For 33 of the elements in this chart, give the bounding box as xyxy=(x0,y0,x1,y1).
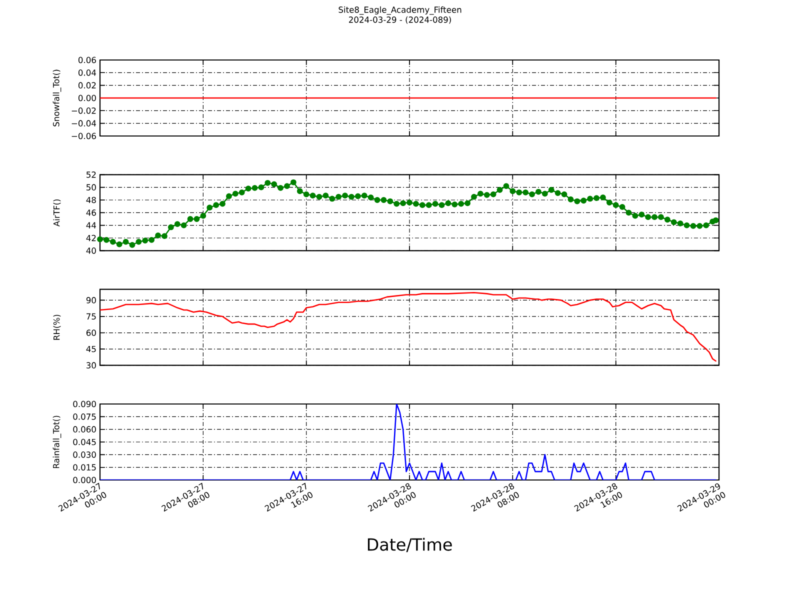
y-tick-label: 0.000 xyxy=(73,476,96,484)
y-tick-label: 0.00 xyxy=(78,94,96,102)
y-axis-title: Rainfall_Tot() xyxy=(52,416,62,468)
y-tick-label: 30 xyxy=(86,362,96,368)
y-axis-title: Snowfall_Tot() xyxy=(52,70,62,126)
y-tick-label: 48 xyxy=(86,196,96,204)
y-tick-label: 0.02 xyxy=(78,82,96,88)
y-tick-label: 60 xyxy=(86,330,96,336)
y-axis-title: RH(%) xyxy=(53,314,61,340)
y-tick-label: −0.02 xyxy=(72,108,96,114)
y-axis-title: AirTF() xyxy=(53,199,61,227)
y-tick-label: 90 xyxy=(86,297,96,304)
y-tick-label: 0.04 xyxy=(78,70,96,76)
y-tick-label: 40 xyxy=(86,248,96,254)
chart-subtitle: 2024-03-29 - (2024-089) xyxy=(348,16,451,24)
y-tick-label: 0.06 xyxy=(78,56,96,64)
y-tick-label: 0.045 xyxy=(73,438,96,446)
y-tick-label: −0.06 xyxy=(72,132,96,140)
x-axis-title: Date/Time xyxy=(368,538,452,552)
chart-title: Site8_Eagle_Academy_Fifteen xyxy=(338,6,462,15)
y-tick-label: 42 xyxy=(86,234,96,242)
y-tick-label: 0.075 xyxy=(73,414,96,420)
y-tick-label: 45 xyxy=(86,346,96,352)
y-tick-label: 46 xyxy=(86,210,96,216)
y-tick-label: 50 xyxy=(86,184,96,190)
y-tick-label: 0.060 xyxy=(73,426,96,432)
y-tick-label: 0.015 xyxy=(73,464,96,470)
y-tick-label: 75 xyxy=(86,313,96,320)
y-tick-label: −0.04 xyxy=(72,120,96,126)
y-tick-label: 44 xyxy=(86,222,96,228)
y-tick-label: 0.030 xyxy=(73,452,96,458)
y-tick-label: 0.090 xyxy=(73,400,96,408)
y-tick-label: 52 xyxy=(86,172,96,178)
